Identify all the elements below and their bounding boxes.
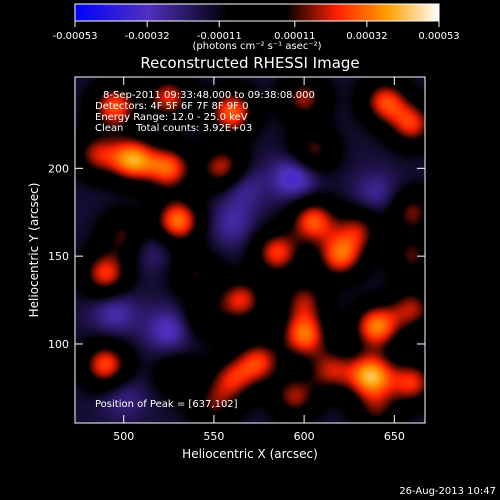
colorbar-tick-label: 0.00011 — [274, 31, 315, 42]
colorbar — [74, 3, 440, 22]
axis-ticks: 500 550 600 650 100 150 200 — [48, 77, 425, 443]
y-tick-label: 200 — [48, 162, 69, 175]
colorbar-tick-label: 0.00032 — [346, 31, 387, 42]
chart-title: Reconstructed RHESSI Image — [140, 54, 359, 72]
y-tick-label: 100 — [48, 338, 69, 351]
x-tick-label: 650 — [384, 430, 405, 443]
colorbar-tick-label: -0.00053 — [53, 31, 98, 42]
y-axis-label: Heliocentric Y (arcsec) — [27, 183, 41, 318]
peak-position-label: Position of Peak = [637,102] — [95, 399, 238, 410]
y-tick-label: 150 — [48, 250, 69, 263]
x-axis-label: Heliocentric X (arcsec) — [182, 447, 318, 461]
colorbar-ticks: -0.00053 -0.00032 -0.00011 0.00011 0.00032 0.… — [53, 21, 460, 42]
timestamp: 26-Aug-2013 10:47 — [399, 486, 496, 497]
colorbar-tick-label: -0.00032 — [125, 31, 170, 42]
colorbar-units: (photons cm⁻² s⁻¹ asec⁻²) — [192, 41, 321, 52]
x-tick-label: 550 — [203, 430, 224, 443]
x-tick-label: 600 — [294, 430, 315, 443]
observation-info: 8-Sep-2011 09:33:48.000 to 09:38:08.000 … — [95, 90, 315, 134]
heatmap-image — [75, 77, 425, 423]
info-line-time: 8-Sep-2011 09:33:48.000 to 09:38:08.000 — [103, 90, 315, 101]
plot-frame — [74, 76, 426, 424]
colorbar-tick-label: -0.00011 — [197, 31, 242, 42]
x-tick-label: 500 — [113, 430, 134, 443]
colorbar-tick-label: 0.00053 — [418, 31, 459, 42]
info-line-clean: Clean Total counts: 3.92E+03 — [95, 123, 252, 134]
info-line-energy: Energy Range: 12.0 - 25.0 keV — [95, 112, 248, 123]
info-line-detectors: Detectors: 4F 5F 6F 7F 8F 9F 0 — [95, 101, 248, 112]
